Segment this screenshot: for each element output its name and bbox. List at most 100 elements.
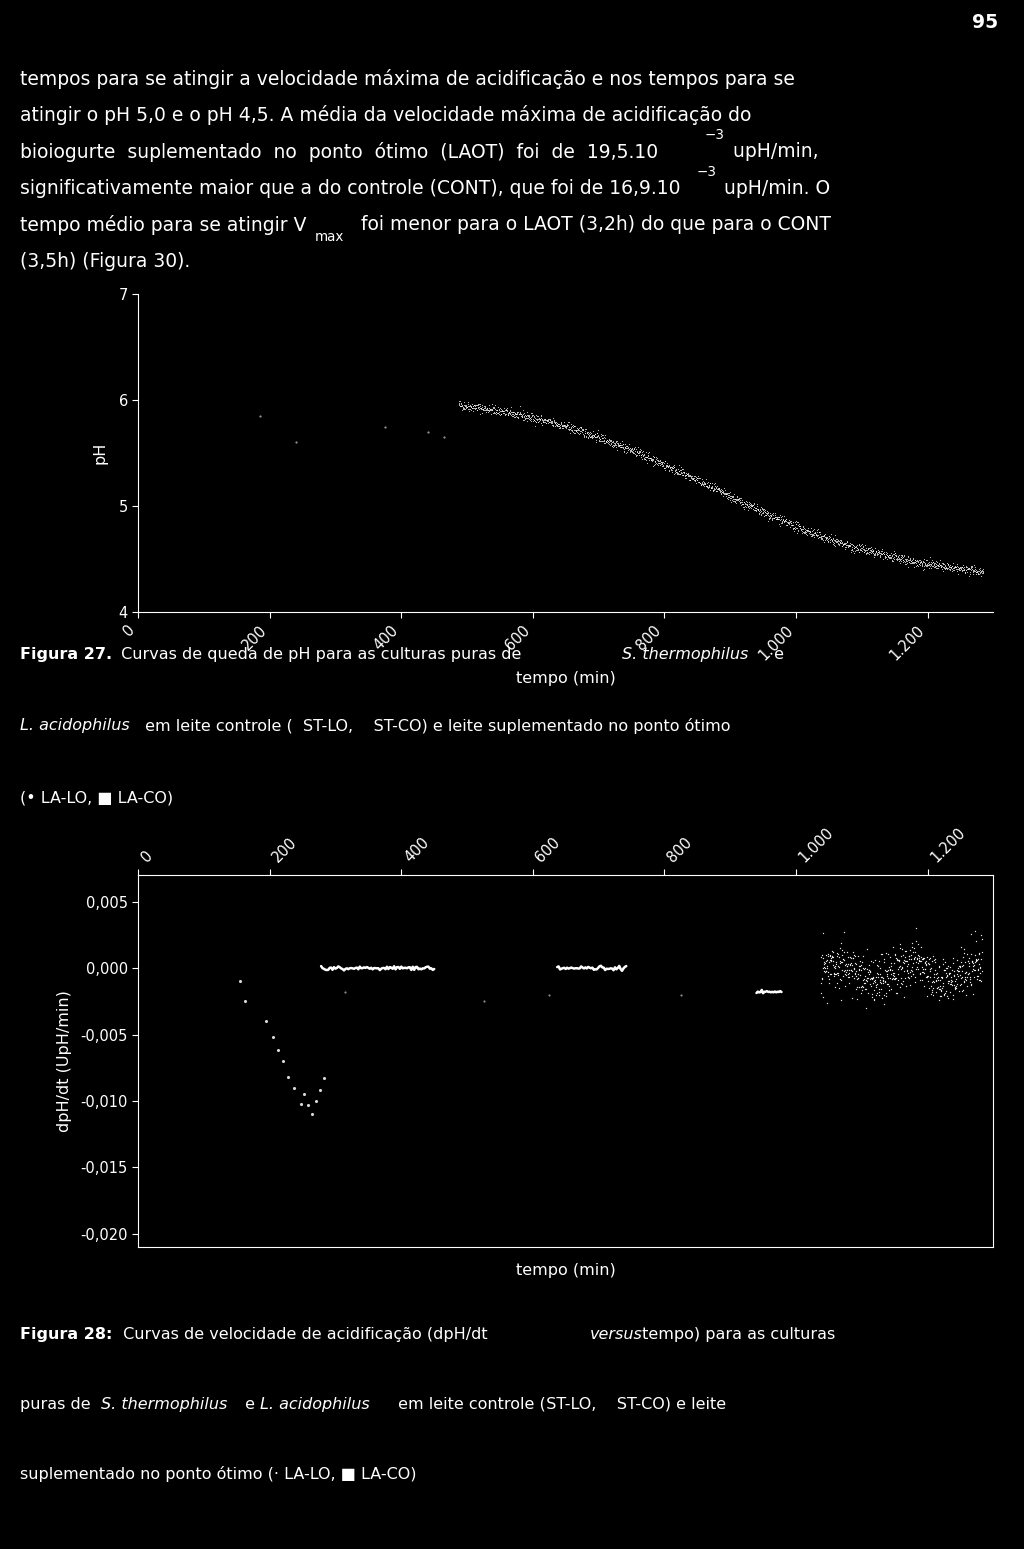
- Point: [901, 550, 918, 575]
- Point: [460, 393, 476, 418]
- Point: [758, 500, 774, 525]
- Point: [743, 493, 760, 517]
- Point: [594, 428, 610, 452]
- Point: [824, 525, 841, 550]
- Point: [850, 962, 866, 987]
- Point: [889, 545, 905, 570]
- Point: [838, 959, 854, 984]
- Point: [827, 528, 844, 553]
- Point: [528, 409, 545, 434]
- Point: [884, 542, 900, 567]
- Point: [614, 432, 631, 457]
- Point: [731, 488, 748, 513]
- Point: [879, 959, 895, 984]
- Point: [654, 449, 671, 474]
- Point: [475, 988, 492, 1013]
- Point: [894, 542, 910, 567]
- Point: [493, 401, 509, 426]
- Point: [745, 493, 762, 517]
- Point: [552, 415, 568, 440]
- Point: [561, 417, 578, 441]
- Point: [625, 438, 641, 463]
- Point: [523, 404, 540, 429]
- Point: [671, 462, 687, 486]
- Point: [884, 548, 900, 573]
- Point: [689, 466, 706, 491]
- Point: [666, 455, 682, 480]
- Point: [863, 985, 880, 1010]
- Point: [925, 548, 941, 573]
- Point: [701, 472, 718, 497]
- Point: [518, 404, 535, 429]
- Point: [629, 438, 645, 463]
- Point: [560, 417, 577, 441]
- Point: [703, 474, 720, 499]
- Point: [719, 485, 735, 510]
- Point: [853, 534, 869, 559]
- Point: [898, 548, 914, 573]
- Point: [879, 971, 895, 996]
- Point: [729, 486, 745, 511]
- Point: [807, 520, 823, 545]
- Point: [601, 428, 617, 452]
- Point: [662, 455, 678, 480]
- Point: [524, 407, 541, 432]
- Point: [659, 455, 676, 480]
- Point: [942, 971, 958, 996]
- Point: [480, 398, 497, 423]
- Point: [836, 531, 852, 556]
- Point: [497, 401, 513, 426]
- Point: [854, 536, 870, 561]
- Point: [505, 403, 521, 428]
- Point: [817, 959, 834, 984]
- Point: [877, 545, 893, 570]
- Point: [894, 547, 910, 572]
- Point: [825, 953, 842, 977]
- Point: [798, 519, 814, 544]
- Point: [694, 466, 711, 491]
- Point: [756, 497, 772, 522]
- Point: [599, 428, 615, 452]
- Point: [593, 421, 609, 446]
- Point: [921, 963, 937, 988]
- Point: [541, 410, 557, 435]
- Point: [645, 445, 662, 469]
- Point: [759, 500, 775, 525]
- Point: [714, 480, 730, 505]
- Point: [896, 542, 912, 567]
- Point: [701, 474, 718, 499]
- Point: [596, 424, 612, 449]
- Point: [926, 553, 942, 578]
- Point: [716, 482, 732, 507]
- Point: [814, 524, 830, 548]
- Point: [464, 395, 480, 420]
- Point: [894, 936, 910, 960]
- Point: [565, 412, 582, 437]
- Point: [793, 516, 809, 541]
- Point: [912, 950, 929, 974]
- Point: [819, 525, 836, 550]
- Point: [853, 533, 869, 558]
- Point: [561, 417, 578, 441]
- Point: [790, 517, 806, 542]
- Point: [673, 457, 689, 482]
- Point: [907, 957, 924, 982]
- Y-axis label: pH: pH: [92, 441, 108, 465]
- Point: [918, 950, 934, 974]
- Point: [765, 502, 781, 527]
- Point: [969, 963, 985, 988]
- Point: [848, 534, 864, 559]
- Point: [526, 406, 543, 431]
- Point: [932, 974, 948, 999]
- Point: [777, 507, 794, 531]
- Point: [486, 401, 503, 426]
- Point: [841, 971, 857, 996]
- Point: [870, 539, 887, 564]
- Point: [712, 477, 728, 502]
- Point: [844, 953, 860, 977]
- Point: [884, 951, 900, 976]
- Point: [927, 553, 943, 578]
- Point: [829, 531, 846, 556]
- Point: [968, 943, 984, 968]
- Point: [845, 533, 861, 558]
